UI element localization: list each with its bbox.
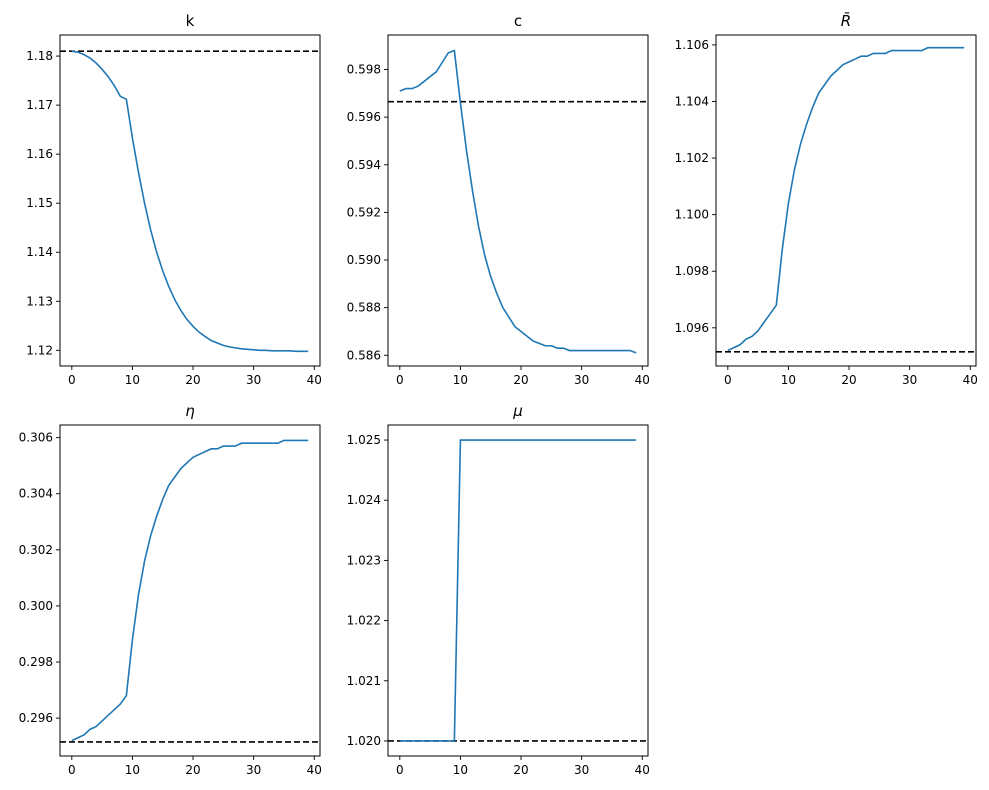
y-tick-label: 0.586	[347, 348, 381, 362]
y-tick-label: 0.590	[347, 253, 381, 267]
y-tick-label: 1.023	[347, 553, 381, 567]
y-tick-label: 0.304	[19, 487, 53, 501]
panel-title-r-bar: R̄	[841, 11, 851, 30]
y-tick-label: 1.096	[675, 321, 709, 335]
x-tick-label: 20	[841, 373, 856, 387]
series-line-r-bar	[727, 46, 965, 352]
x-tick-label: 40	[963, 373, 978, 387]
y-tick-label: 0.296	[19, 711, 53, 725]
x-tick-label: 10	[453, 763, 468, 777]
y-tick-label: 1.17	[26, 98, 53, 112]
y-tick-label: 1.020	[347, 734, 381, 748]
y-tick-label: 0.300	[19, 599, 53, 613]
panel-title-k: k	[186, 12, 195, 30]
x-tick-label: 0	[396, 373, 404, 387]
y-tick-label: 1.14	[26, 245, 53, 259]
y-tick-label: 0.302	[19, 543, 53, 557]
y-tick-label: 1.025	[347, 433, 381, 447]
x-tick-label: 10	[781, 373, 796, 387]
axes-frame-k	[59, 34, 321, 367]
x-tick-label: 10	[453, 373, 468, 387]
x-tick-label: 30	[574, 763, 589, 777]
panel-title-mu: μ	[512, 402, 523, 420]
y-tick-label: 1.098	[675, 264, 709, 278]
y-tick-label: 0.598	[347, 63, 381, 77]
y-tick-label: 1.15	[26, 196, 53, 210]
axes-frame-c	[387, 34, 649, 367]
y-tick-label: 0.588	[347, 301, 381, 315]
x-tick-label: 0	[396, 763, 404, 777]
x-tick-label: 0	[68, 763, 76, 777]
panel-r-bar: 0 10 20 30 40 1.096 1.098 1.100 1.102 1.104 1.106 R…	[675, 11, 978, 387]
x-tick-label: 30	[574, 373, 589, 387]
y-tick-label: 1.102	[675, 151, 709, 165]
x-tick-label: 40	[307, 373, 322, 387]
y-tick-label: 1.106	[675, 38, 709, 52]
y-tick-label: 1.104	[675, 94, 709, 108]
x-tick-label: 30	[902, 373, 917, 387]
y-tick-label: 1.13	[26, 294, 53, 308]
y-tick-label: 1.12	[26, 343, 53, 357]
y-tick-label: 0.594	[347, 158, 381, 172]
y-tick-label: 0.298	[19, 655, 53, 669]
x-tick-label: 10	[125, 373, 140, 387]
y-tick-label: 1.024	[347, 493, 381, 507]
y-tick-label: 1.100	[675, 208, 709, 222]
series-line-k	[71, 50, 309, 353]
x-tick-label: 30	[246, 373, 261, 387]
panel-title-c: c	[514, 12, 522, 30]
series-line-eta	[71, 439, 309, 742]
x-tick-label: 10	[125, 763, 140, 777]
x-tick-label: 40	[307, 763, 322, 777]
y-tick-label: 0.592	[347, 205, 381, 219]
panel-c: 0 10 20 30 40 0.586 0.588 0.590 0.592 0.594 0.596 0…	[347, 12, 650, 387]
y-tick-label: 0.306	[19, 431, 53, 445]
y-tick-label: 1.16	[26, 147, 53, 161]
panel-title-eta: η	[185, 402, 195, 420]
x-tick-label: 40	[635, 763, 650, 777]
x-tick-label: 30	[246, 763, 261, 777]
y-tick-label: 1.022	[347, 614, 381, 628]
x-tick-label: 20	[185, 763, 200, 777]
panel-k: 0 10 20 30 40 1.12 1.13 1.14 1.15 1.16 1.17 1.18 k	[26, 12, 322, 387]
x-tick-label: 20	[513, 763, 528, 777]
series-line-mu	[399, 439, 637, 742]
y-tick-label: 1.18	[26, 49, 53, 63]
x-tick-label: 40	[635, 373, 650, 387]
x-tick-label: 20	[185, 373, 200, 387]
axes-frame-mu	[387, 424, 649, 757]
x-tick-label: 20	[513, 373, 528, 387]
y-tick-label: 1.021	[347, 674, 381, 688]
x-tick-label: 0	[724, 373, 732, 387]
y-tick-label: 0.596	[347, 110, 381, 124]
axes-frame-eta	[59, 424, 321, 757]
series-line-c	[399, 49, 637, 354]
panel-eta: 0 10 20 30 40 0.296 0.298 0.300 0.302 0.304 0.306 η	[19, 402, 322, 777]
x-tick-label: 0	[68, 373, 76, 387]
axes-frame-r-bar	[715, 34, 977, 367]
panel-mu: 0 10 20 30 40 1.020 1.021 1.022 1.023 1.024 1.025 μ	[347, 402, 650, 777]
